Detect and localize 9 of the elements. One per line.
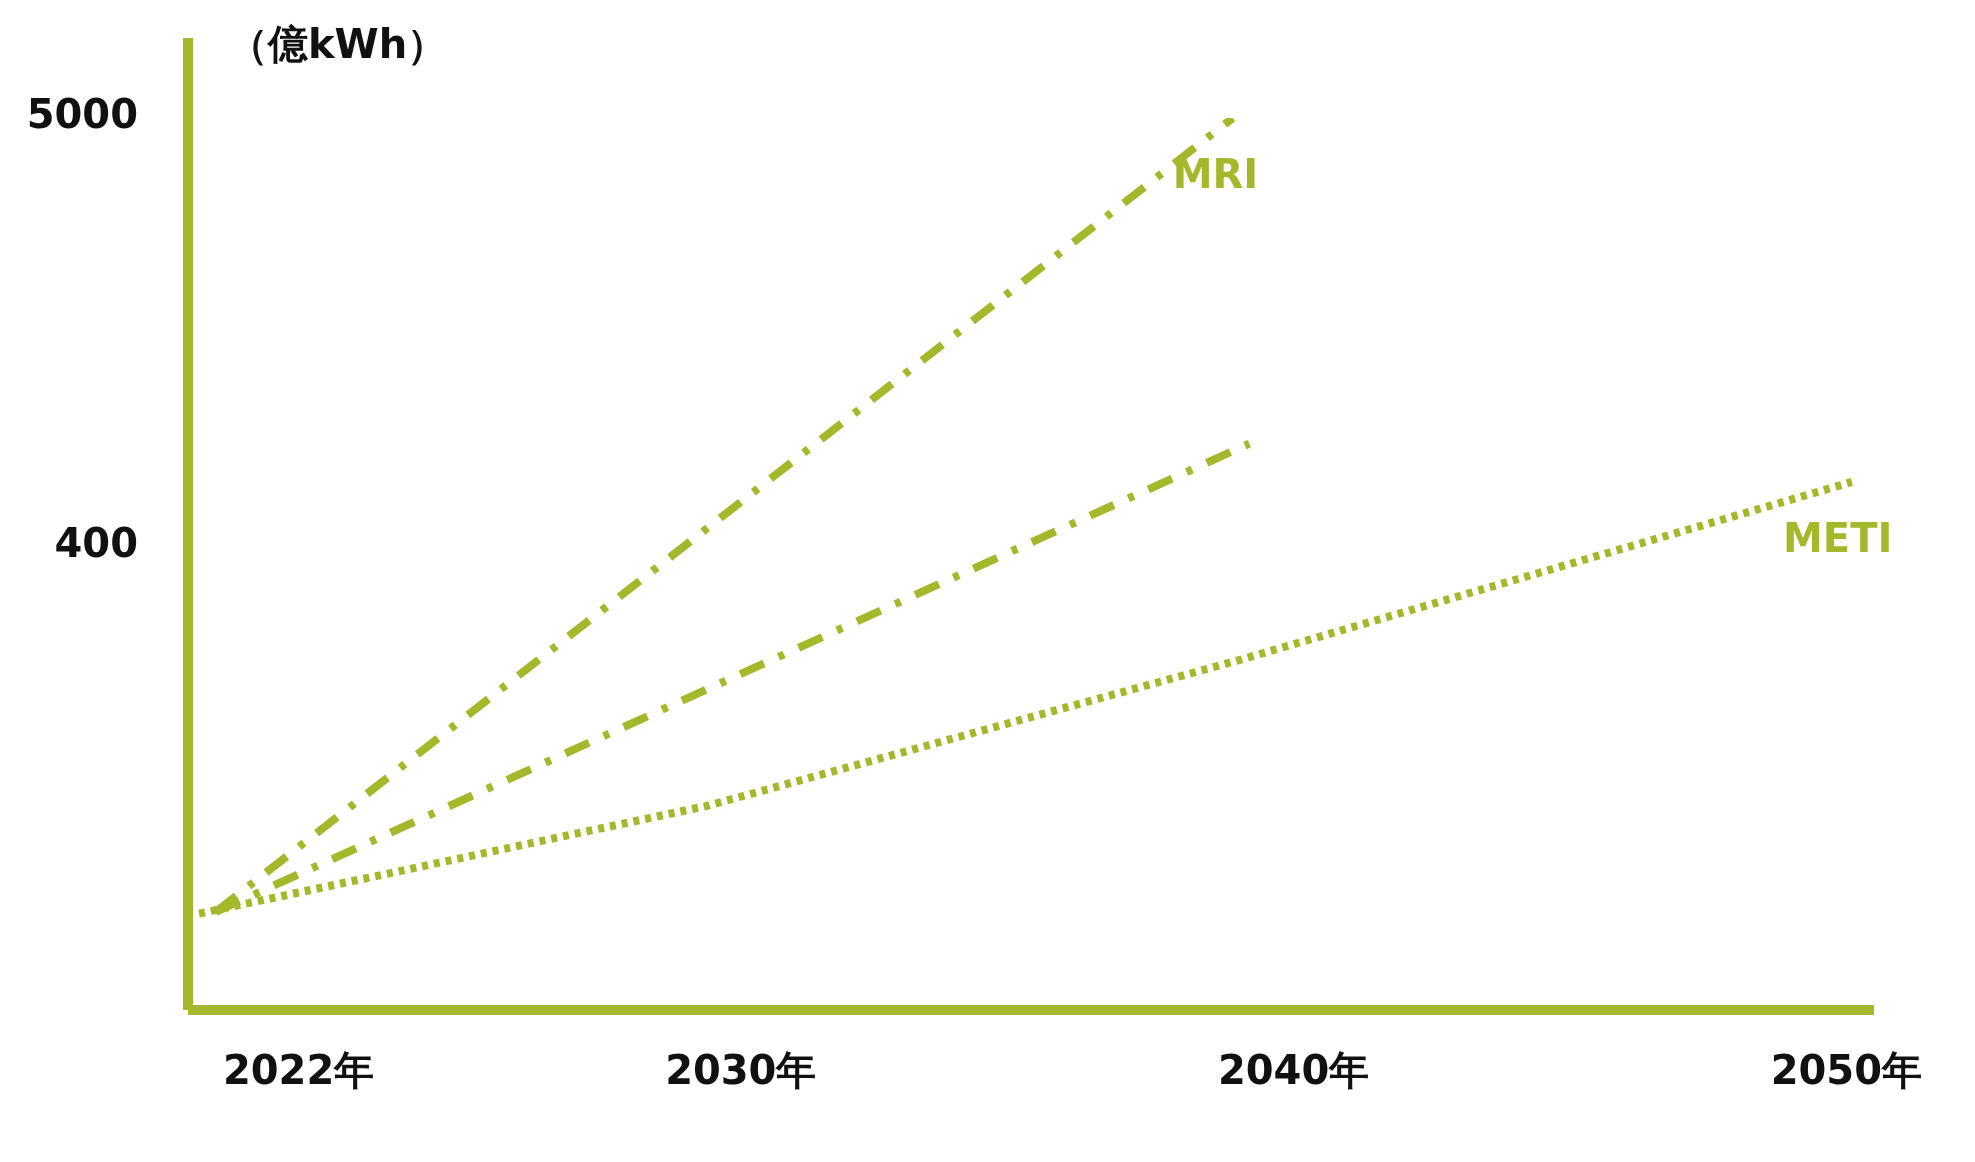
text: 5000 xyxy=(26,91,138,138)
x-tick-label: 2040年 xyxy=(1217,1047,1370,1094)
x-tick-label: 2030年 xyxy=(665,1047,817,1094)
text: 400 xyxy=(54,519,138,566)
y-axis-title: （億kWh） xyxy=(228,21,448,68)
series-label: MRI xyxy=(1172,151,1259,198)
series-label: METI xyxy=(1783,515,1893,562)
x-tick-label: 2022年 xyxy=(222,1047,375,1094)
x-tick-label: 2050年 xyxy=(1770,1047,1923,1094)
